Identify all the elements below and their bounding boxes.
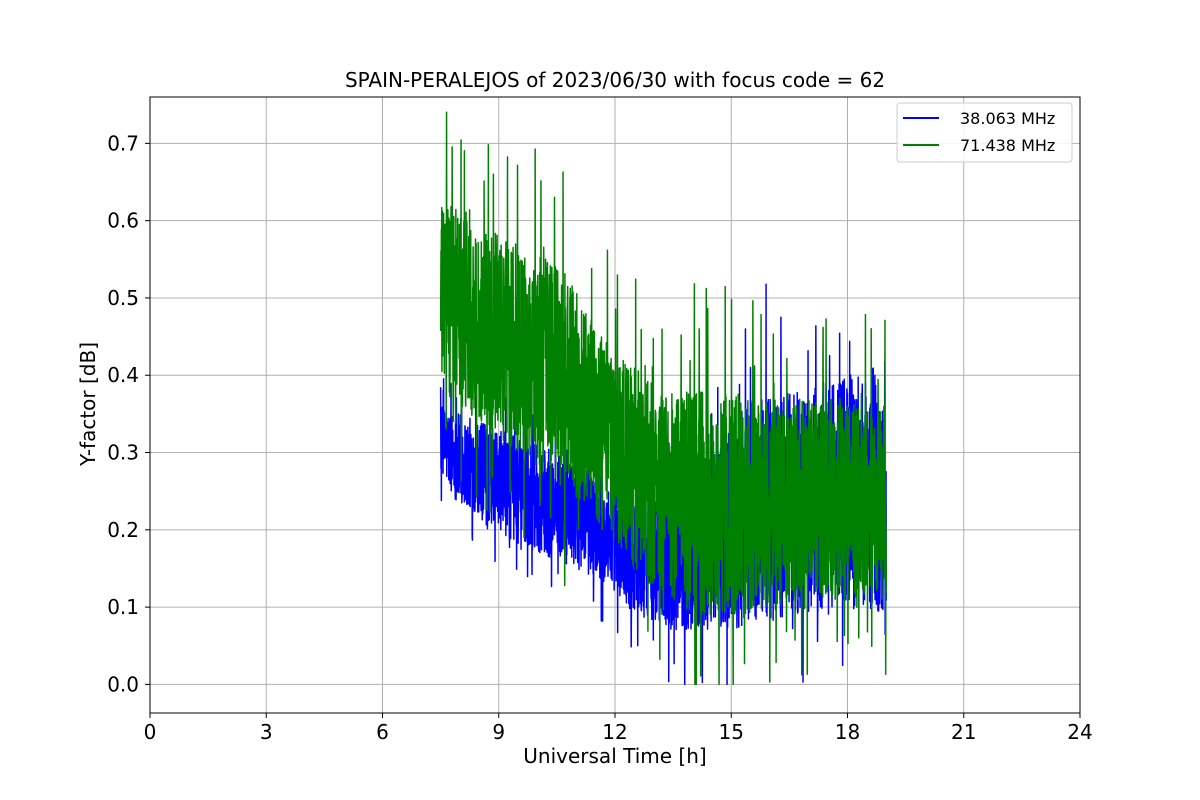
y-tick-label: 0.1	[107, 595, 139, 619]
y-tick-label: 0.7	[107, 131, 139, 155]
y-tick-label: 0.4	[107, 363, 139, 387]
x-tick-label: 18	[835, 720, 860, 744]
x-tick-label: 0	[144, 720, 157, 744]
y-tick-label: 0.2	[107, 518, 139, 542]
legend-label-71mhz: 71.438 MHz	[960, 136, 1055, 155]
x-tick-label: 12	[602, 720, 627, 744]
legend: 38.063 MHz 71.438 MHz	[896, 102, 1073, 163]
x-tick-label: 21	[951, 720, 976, 744]
x-tick-label: 15	[719, 720, 744, 744]
axis-ticks: 0 3 6 9 12 15 18 21 24 0.0 0.1 0.2 0.3 0.4 0.5 0.6 0.7	[107, 131, 1093, 744]
y-tick-label: 0.6	[107, 209, 139, 233]
x-tick-label: 24	[1067, 720, 1092, 744]
y-tick-label: 0.5	[107, 286, 139, 310]
plot-series	[439, 111, 887, 686]
x-tick-label: 6	[376, 720, 389, 744]
legend-label-38mhz: 38.063 MHz	[960, 109, 1055, 128]
legend-box	[896, 102, 1073, 163]
y-tick-label: 0.0	[107, 672, 139, 696]
y-axis-label: Y-factor [dB]	[76, 342, 100, 467]
series-line-71mhz	[439, 111, 887, 686]
y-tick-label: 0.3	[107, 441, 139, 465]
chart-title: SPAIN-PERALEJOS of 2023/06/30 with focus…	[345, 68, 885, 92]
x-tick-label: 9	[492, 720, 505, 744]
x-tick-label: 3	[260, 720, 273, 744]
x-axis-label: Universal Time [h]	[523, 744, 706, 768]
